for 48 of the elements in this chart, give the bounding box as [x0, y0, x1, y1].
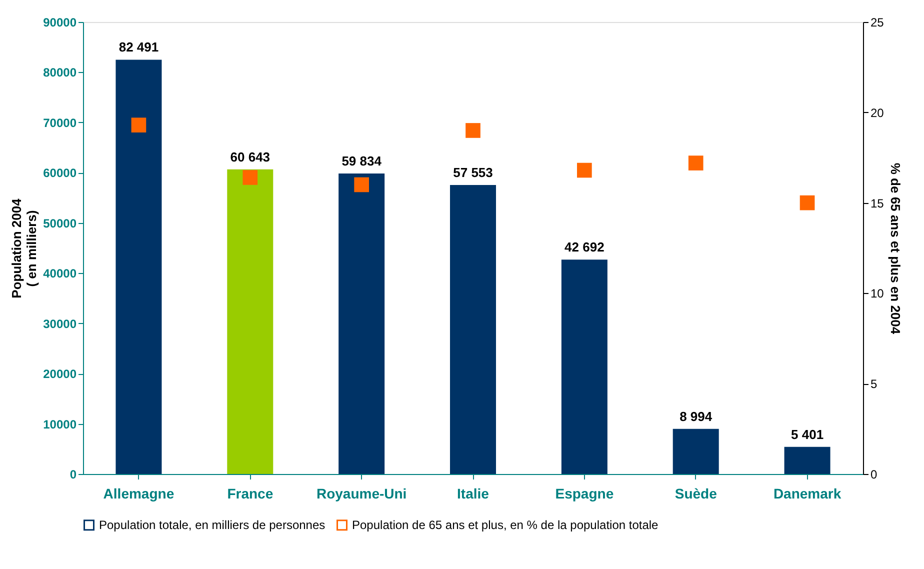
y-tick-label: 30000 [43, 316, 77, 331]
y-tick-label: 10000 [43, 417, 77, 432]
y-tick-label: 40000 [43, 266, 77, 281]
y2-tick-label: 15 [870, 196, 884, 210]
y-tick-label: 20000 [43, 367, 77, 382]
bar [784, 446, 830, 474]
legend-label: Population totale, en milliers de personnes [99, 518, 326, 532]
data-label: 42 692 [564, 240, 604, 255]
bar [672, 428, 719, 474]
bar [561, 260, 608, 474]
point [242, 170, 258, 185]
y-tick-label: 50000 [43, 216, 77, 230]
y-tick-label: 90000 [43, 16, 77, 30]
y-tick-label: 0 [70, 468, 77, 482]
point [688, 156, 704, 170]
point [577, 162, 592, 178]
y2-axis-title: % de 65 ans et plus en 2004 [888, 162, 903, 335]
data-label: 59 834 [342, 154, 382, 168]
x-tick-label: Espagne [555, 486, 614, 502]
point [800, 195, 815, 210]
y-tick-label: 60000 [43, 166, 77, 180]
data-label: 82 491 [118, 40, 159, 55]
x-tick-label: Italie [457, 486, 490, 502]
bar [227, 169, 274, 474]
x-tick-label: Royaume-Uni [316, 486, 407, 502]
x-tick-label: France [227, 486, 274, 502]
data-label: 8 994 [680, 408, 713, 424]
y2-tick-label: 25 [870, 16, 884, 30]
x-tick-label: Suède [674, 486, 718, 502]
point [354, 177, 369, 192]
point [131, 118, 146, 132]
bar [338, 174, 385, 474]
y-axis-title: Population 2004 ( en milliers) [9, 198, 40, 298]
y-tick-label: 70000 [43, 116, 77, 130]
data-label: 60 643 [230, 149, 270, 164]
bar [116, 60, 162, 474]
y2-tick-label: 20 [870, 106, 884, 120]
y2-tick-label: 0 [870, 468, 878, 482]
data-label: 57 553 [453, 164, 493, 180]
x-tick-label: Allemagne [103, 486, 174, 502]
legend-label: Population de 65 ans et plus, en % de la population totale [352, 518, 659, 532]
y2-tick-label: 10 [870, 286, 884, 301]
y-tick-label: 80000 [43, 66, 77, 80]
y2-tick-label: 5 [870, 377, 878, 392]
x-tick-label: Danemark [773, 486, 842, 502]
point [466, 123, 480, 138]
bar [450, 184, 496, 474]
data-label: 5 401 [791, 426, 824, 442]
